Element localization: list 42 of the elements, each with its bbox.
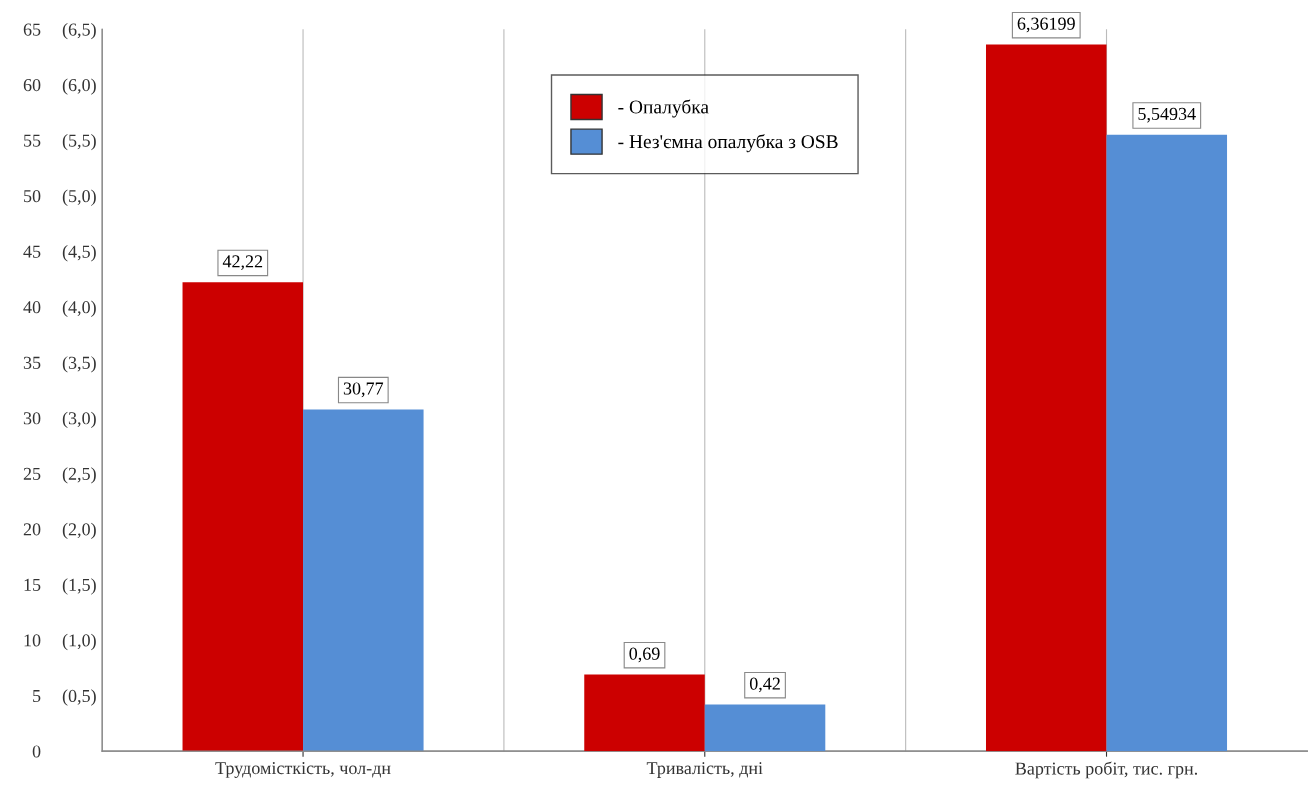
- y2-tick-label: (4,0): [62, 300, 96, 317]
- y2-tick-label: (5,5): [62, 134, 96, 151]
- x-tick-label: Тривалість, дні: [646, 762, 763, 778]
- data-label: 0,42: [749, 677, 780, 693]
- y2-tick-label: (2,0): [62, 522, 96, 540]
- y2-tick-label: (1,5): [62, 578, 96, 595]
- data-label: 0,69: [629, 647, 660, 663]
- bar: [1106, 134, 1228, 752]
- y-tick-label: 60: [23, 78, 41, 92]
- y-tick-label: 35: [23, 356, 41, 369]
- data-label: 42,22: [222, 255, 263, 271]
- data-label: 6,36199: [1017, 17, 1075, 33]
- y-tick-label: 55: [24, 134, 41, 147]
- y-tick-label: 30: [23, 412, 41, 425]
- data-label: 5,54934: [1138, 107, 1196, 123]
- y2-tick-label: (0,5): [62, 689, 96, 706]
- bar: [584, 674, 705, 752]
- y2-tick-label: (3,5): [62, 356, 96, 373]
- y-tick-label: 45: [23, 245, 41, 258]
- y2-tick-label: (3,0): [62, 411, 96, 429]
- y2-tick-label: (6,0): [62, 78, 96, 95]
- y2-tick-label: (1,0): [62, 633, 96, 651]
- y-tick-label: 0: [32, 745, 41, 758]
- y-tick-label: 15: [24, 578, 41, 591]
- y2-tick-label: (4,5): [62, 245, 96, 262]
- y-tick-label: 40: [23, 301, 41, 314]
- x-tick-label: Трудомісткість, чол-дн: [215, 762, 391, 778]
- legend-label: - Нез'ємна опалубка з OSB: [618, 134, 838, 153]
- y-tick-label: 20: [23, 523, 41, 536]
- y2-tick-label: (5,0): [62, 189, 96, 206]
- y2-tick-label: (2,5): [62, 467, 96, 484]
- y-tick-label: 25: [23, 467, 41, 480]
- bar: [704, 704, 826, 752]
- data-label: 30,77: [343, 382, 384, 398]
- bar: [985, 44, 1107, 752]
- y2-tick-label: (6,5): [62, 22, 96, 40]
- y-tick-label: 5: [33, 690, 41, 703]
- y-tick-label: 50: [24, 190, 41, 203]
- y-tick-label: 65: [23, 23, 41, 36]
- y-tick-label: 10: [24, 634, 41, 647]
- legend-label: - Опалубка: [618, 99, 709, 118]
- x-tick-label: Вартість робіт, тис. грн.: [1015, 761, 1198, 779]
